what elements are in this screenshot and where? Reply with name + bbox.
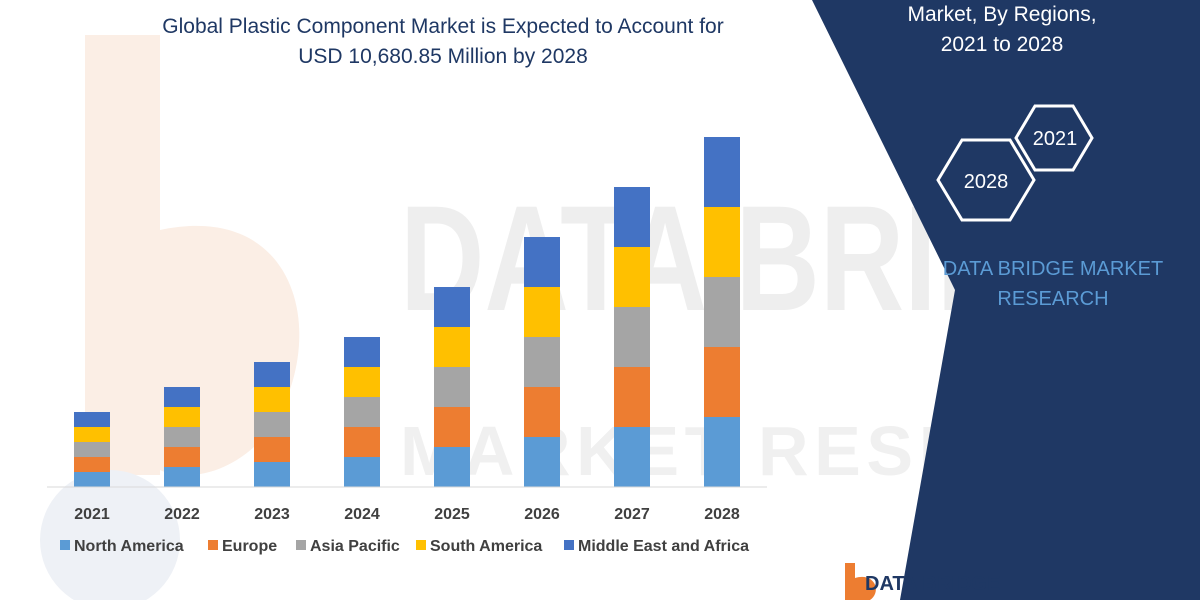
x-tick-labels: 2021 2022 2023 2024 2025 2026 2027 2028 [74,506,740,523]
bar-segment-2022-0 [164,467,200,487]
bar-segment-2021-2 [74,442,110,457]
bar-segment-2021-3 [74,427,110,442]
bar-segment-2026-1 [524,387,560,437]
legend: North America Europe Asia Pacific South Ame… [60,538,749,555]
legend-item: North America [60,538,184,555]
side-panel-heading-line1: Market, By Regions, [907,3,1096,26]
bar-segment-2022-4 [164,387,200,407]
bar-segments [74,137,740,487]
logo-mark [845,563,855,600]
bar-segment-2025-4 [434,287,470,327]
bar-segment-2021-1 [74,457,110,472]
side-panel-background [812,0,1200,600]
hexagon-label-2028: 2028 [964,171,1009,193]
bar-segment-2028-3 [704,207,740,277]
bar-segment-2025-0 [434,447,470,487]
bar-segment-2024-4 [344,337,380,367]
legend-swatch [416,540,426,550]
bar-segment-2024-1 [344,427,380,457]
bar-segment-2026-2 [524,337,560,387]
x-tick-label: 2027 [614,506,650,523]
bar-segment-2027-0 [614,427,650,487]
bar-segment-2024-3 [344,367,380,397]
data-bridge-logo: DATA BRIDGE [845,563,1000,600]
x-tick-label: 2022 [164,506,200,523]
bar-segment-2027-1 [614,367,650,427]
x-tick-label: 2021 [74,506,110,523]
legend-swatch [564,540,574,550]
legend-swatch [60,540,70,550]
bar-segment-2027-3 [614,247,650,307]
bar-segment-2022-1 [164,447,200,467]
bar-segment-2025-2 [434,367,470,407]
bar-segment-2023-4 [254,362,290,387]
company-name-line2: RESEARCH [997,288,1108,310]
bar-segment-2028-4 [704,137,740,207]
legend-label: South America [430,538,542,555]
bar-segment-2026-0 [524,437,560,487]
bar-segment-2027-4 [614,187,650,247]
bar-segment-2023-1 [254,437,290,462]
bar-segment-2023-3 [254,387,290,412]
hexagon-badge-2028: 2028 [936,138,1036,222]
bar-segment-2021-4 [74,412,110,427]
bar-segment-2025-1 [434,407,470,447]
x-tick-label: 2023 [254,506,290,523]
legend-label: Europe [222,538,277,555]
bar-segment-2025-3 [434,327,470,367]
logo-text: DATA BRIDGE [865,573,1000,595]
x-tick-label: 2028 [704,506,740,523]
x-tick-label: 2024 [344,506,380,523]
hexagon-label-2021: 2021 [1033,128,1078,150]
bar-segment-2026-3 [524,287,560,337]
bar-segment-2028-0 [704,417,740,487]
legend-label: Asia Pacific [310,538,400,555]
hexagon-badge-2021: 2021 [1014,104,1094,172]
bar-segment-2023-0 [254,462,290,487]
bar-segment-2028-2 [704,277,740,347]
bar-segment-2028-1 [704,347,740,417]
legend-swatch [208,540,218,550]
bar-segment-2022-2 [164,427,200,447]
bar-segment-2021-0 [74,472,110,487]
chart-title-line1: Global Plastic Component Market is Expec… [162,15,723,38]
bar-segment-2027-2 [614,307,650,367]
chart-title-line2: USD 10,680.85 Million by 2028 [298,45,588,68]
bar-segment-2023-2 [254,412,290,437]
legend-item: Europe [208,538,277,555]
bar-segment-2026-4 [524,237,560,287]
x-tick-label: 2026 [524,506,560,523]
legend-item: South America [416,538,542,555]
legend-label: North America [74,538,184,555]
company-name-line1: DATA BRIDGE MARKET [943,258,1163,280]
bar-segment-2022-3 [164,407,200,427]
stacked-bar-chart: 2021 2022 2023 2024 2025 2026 2027 2028 North A… [47,137,767,555]
legend-item: Middle East and Africa [564,538,749,555]
x-tick-label: 2025 [434,506,470,523]
bar-segment-2024-0 [344,457,380,487]
legend-swatch [296,540,306,550]
legend-label: Middle East and Africa [578,538,749,555]
legend-item: Asia Pacific [296,538,400,555]
bar-segment-2024-2 [344,397,380,427]
side-panel-heading-line2: 2021 to 2028 [941,33,1064,56]
